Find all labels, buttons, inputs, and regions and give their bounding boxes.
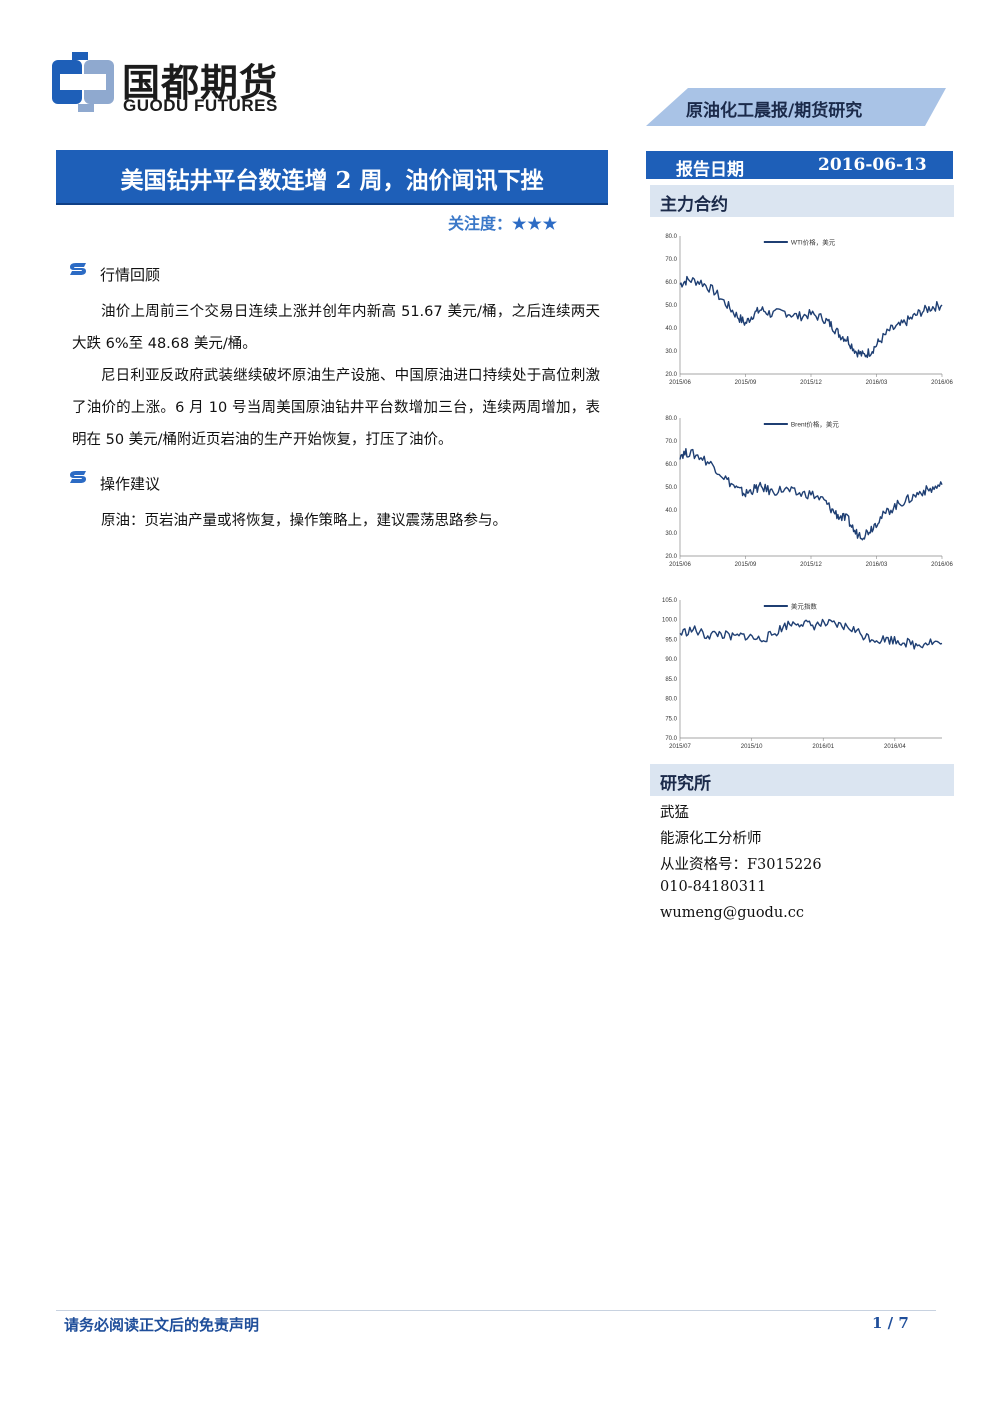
y-tick-label: 60.0 bbox=[665, 280, 677, 286]
analyst-email[interactable]: wumeng@guodu.cc bbox=[660, 905, 805, 921]
y-tick-label: 70.0 bbox=[665, 439, 677, 445]
logo-english-name: GUODU FUTURES bbox=[123, 96, 278, 115]
wti-price-chart: 20.0 30.0 40.0 50.0 60.0 70.0 80.0 2015/06 2015/… bbox=[650, 228, 953, 388]
paragraph-advice: 原油：页岩油产量或将恢复，操作策略上，建议震荡思路参与。 bbox=[101, 513, 507, 529]
series-line bbox=[679, 275, 943, 359]
legend-label: Brent价格，美元 bbox=[791, 420, 840, 429]
y-tick-label: 30.0 bbox=[665, 531, 677, 537]
report-type-tab: 原油化工晨报/期货研究 bbox=[646, 88, 946, 126]
footer-divider bbox=[56, 1310, 936, 1311]
y-tick-label: 60.0 bbox=[665, 462, 677, 468]
x-tick-label: 2016/04 bbox=[884, 744, 906, 750]
analyst-license: 从业资格号：F3015226 bbox=[660, 857, 822, 873]
x-tick-label: 2015/07 bbox=[669, 744, 691, 750]
report-date-label: 报告日期 bbox=[676, 160, 744, 180]
dollar-index-chart: 70.0 75.0 80.0 85.0 90.0 95.0 100.0 105.0 2015/0… bbox=[650, 592, 950, 752]
y-tick-label: 85.0 bbox=[665, 677, 677, 683]
x-tick-label: 2015/06 bbox=[669, 380, 691, 386]
y-tick-label: 80.0 bbox=[665, 697, 677, 703]
legend-label: WTI价格，美元 bbox=[791, 238, 836, 247]
x-tick-label: 2016/01 bbox=[812, 744, 834, 750]
y-tick-label: 50.0 bbox=[665, 303, 677, 309]
y-tick-label: 40.0 bbox=[665, 326, 677, 332]
x-tick-label: 2016/03 bbox=[866, 380, 888, 386]
report-title: 美国钻井平台数连增 2 周，油价闻讯下挫 bbox=[120, 167, 544, 194]
attention-stars-icon: ★★★ bbox=[512, 214, 559, 233]
research-heading-band: 研究所 bbox=[650, 764, 954, 796]
x-tick-label: 2015/10 bbox=[741, 744, 763, 750]
x-tick-label: 2015/12 bbox=[800, 562, 822, 568]
y-tick-label: 75.0 bbox=[665, 716, 677, 722]
section-heading-market-review: 行情回顾 bbox=[100, 266, 161, 284]
y-tick-label: 80.0 bbox=[665, 234, 677, 240]
analyst-name: 武猛 bbox=[660, 805, 689, 821]
section-bullet-icon bbox=[70, 263, 86, 275]
report-date-band: 报告日期 2016-06-13 bbox=[646, 151, 953, 180]
logo-chinese-name: 国都期货 bbox=[122, 61, 279, 105]
x-tick-label: 2015/09 bbox=[735, 562, 757, 568]
brent-price-chart: 20.0 30.0 40.0 50.0 60.0 70.0 80.0 2015/06 2015/… bbox=[650, 410, 953, 570]
wti-price-chart-svg: 20.0 30.0 40.0 50.0 60.0 70.0 80.0 2015/06 2015/… bbox=[665, 234, 953, 386]
series-line bbox=[679, 448, 943, 541]
attention-rating: 关注度：★★★ bbox=[448, 210, 558, 234]
footer-disclaimer[interactable]: 请务必阅读正文后的免责声明 bbox=[64, 1316, 260, 1334]
x-tick-label: 2016/06 bbox=[931, 562, 953, 568]
y-tick-label: 90.0 bbox=[665, 657, 677, 663]
attention-label: 关注度： bbox=[448, 214, 513, 233]
contracts-heading: 主力合约 bbox=[660, 195, 728, 215]
page-number: 1 / 7 bbox=[872, 1314, 909, 1332]
x-tick-label: 2015/06 bbox=[669, 562, 691, 568]
paragraph-market-2: 尼日利亚反政府武装继续破坏原油生产设施、中国原油进口持续处于高位刺激了油价的上涨… bbox=[72, 368, 600, 448]
x-tick-label: 2016/03 bbox=[866, 562, 888, 568]
logo-mark-icon bbox=[52, 52, 114, 112]
dollar-index-chart-svg: 70.0 75.0 80.0 85.0 90.0 95.0 100.0 105.0 2015/0… bbox=[662, 598, 943, 750]
title-band: 美国钻井平台数连增 2 周，油价闻讯下挫 bbox=[56, 150, 608, 205]
y-tick-label: 50.0 bbox=[665, 485, 677, 491]
x-tick-label: 2015/12 bbox=[800, 380, 822, 386]
y-tick-label: 100.0 bbox=[662, 618, 678, 624]
y-tick-label: 70.0 bbox=[665, 257, 677, 263]
y-tick-label: 20.0 bbox=[665, 554, 677, 560]
y-tick-label: 40.0 bbox=[665, 508, 677, 514]
section-bullet-icon bbox=[70, 471, 86, 483]
x-tick-label: 2016/06 bbox=[931, 380, 953, 386]
series-line bbox=[679, 618, 943, 650]
y-tick-label: 70.0 bbox=[665, 736, 677, 742]
section-heading-advice: 操作建议 bbox=[100, 475, 161, 493]
analyst-role: 能源化工分析师 bbox=[660, 831, 762, 847]
company-logo: 国都期货 GUODU FUTURES bbox=[52, 50, 292, 122]
legend-label: 美元指数 bbox=[791, 602, 818, 611]
y-tick-label: 20.0 bbox=[665, 372, 677, 378]
y-tick-label: 80.0 bbox=[665, 416, 677, 422]
report-date-value: 2016-06-13 bbox=[818, 155, 927, 175]
paragraph-market-1: 油价上周前三个交易日连续上涨并创年内新高 51.67 美元/桶，之后连续两天大跌… bbox=[72, 304, 600, 352]
y-tick-label: 30.0 bbox=[665, 349, 677, 355]
brent-price-chart-svg: 20.0 30.0 40.0 50.0 60.0 70.0 80.0 2015/06 2015/… bbox=[665, 416, 953, 568]
contracts-heading-band: 主力合约 bbox=[650, 185, 954, 217]
x-tick-label: 2015/09 bbox=[735, 380, 757, 386]
y-tick-label: 105.0 bbox=[662, 598, 678, 604]
analyst-phone: 010-84180311 bbox=[660, 879, 767, 895]
report-type-label: 原油化工晨报/期货研究 bbox=[686, 101, 863, 121]
research-heading: 研究所 bbox=[660, 774, 711, 794]
y-tick-label: 95.0 bbox=[665, 637, 677, 643]
